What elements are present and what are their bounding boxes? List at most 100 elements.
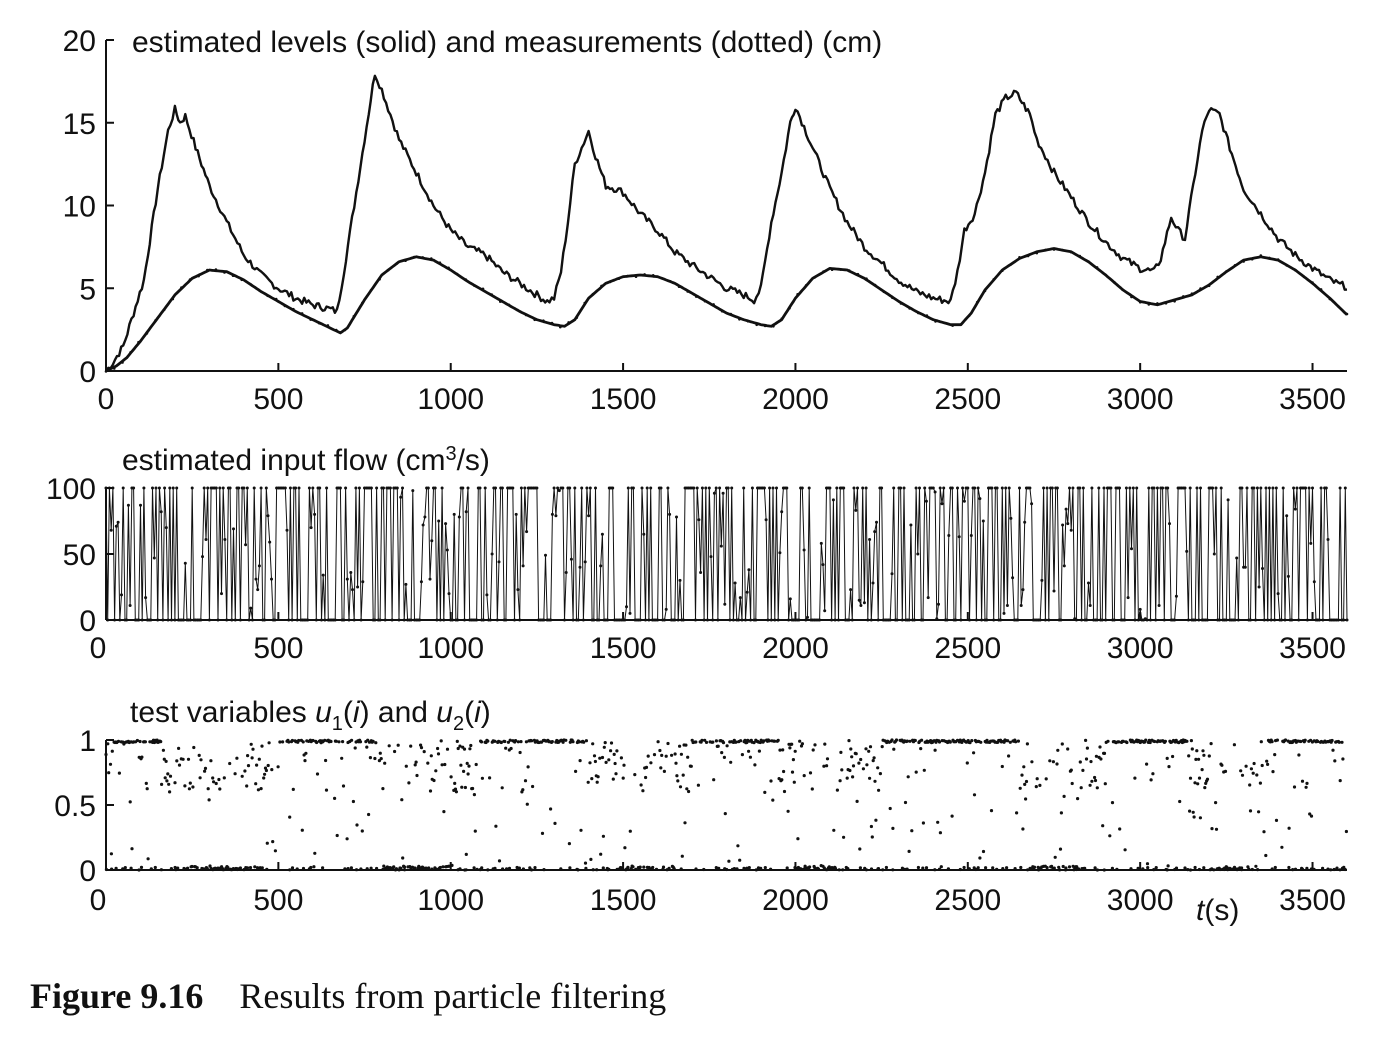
- input-flow-point: [644, 618, 647, 622]
- input-flow-point: [702, 618, 706, 622]
- test-variable-point: [205, 867, 209, 871]
- test-variable-point: [603, 741, 607, 745]
- test-variable-point: [1016, 739, 1021, 743]
- input-flow-point: [237, 486, 241, 490]
- measurement-point: [197, 274, 200, 278]
- input-flow-point: [631, 486, 635, 490]
- test-variable-point: [121, 867, 125, 871]
- test-variable-point: [199, 758, 203, 762]
- test-variable-point: [1273, 753, 1277, 757]
- test-variable-point: [1123, 848, 1127, 852]
- test-variable-point: [722, 755, 727, 760]
- input-flow-point: [206, 486, 210, 490]
- test-variable-point: [116, 739, 121, 744]
- input-flow-point: [1112, 618, 1116, 622]
- test-variable-point: [1106, 739, 1110, 743]
- input-flow-point: [1081, 486, 1085, 490]
- test-variable-point: [600, 755, 605, 760]
- test-variable-point: [1214, 801, 1218, 805]
- test-variable-point: [379, 757, 383, 761]
- test-variable-point: [890, 738, 894, 742]
- test-variable-point: [349, 866, 353, 870]
- test-variable-point: [416, 866, 420, 870]
- input-flow-point: [514, 512, 518, 516]
- measurement-point: [559, 325, 562, 329]
- test-variable-point: [577, 740, 581, 744]
- test-variable-point: [1152, 868, 1156, 872]
- input-flow-point: [780, 510, 784, 514]
- test-variable-point: [613, 761, 617, 766]
- test-variable-point: [754, 868, 758, 872]
- test-variable-point: [1309, 867, 1313, 871]
- test-variable-point: [747, 749, 751, 753]
- input-flow-point: [161, 618, 165, 622]
- measurement-point: [421, 256, 425, 259]
- test-variable-point: [767, 739, 771, 743]
- test-variable-point: [854, 752, 858, 756]
- test-variable-point: [159, 740, 163, 744]
- measurement-point: [343, 328, 347, 332]
- test-variable-point: [337, 740, 341, 744]
- input-flow-point: [980, 618, 984, 622]
- input-flow-point: [1257, 585, 1261, 589]
- test-variable-point: [568, 866, 572, 870]
- test-variable-point: [1064, 868, 1068, 872]
- test-variable-point: [262, 776, 266, 780]
- measurement-point: [274, 297, 278, 301]
- test-variable-point: [135, 738, 139, 743]
- test-variable-point: [516, 740, 520, 744]
- x-axis-label-unit: (s): [1204, 894, 1239, 927]
- test-variable-point: [144, 781, 148, 786]
- measurement-point: [430, 257, 433, 260]
- test-variable-point: [525, 802, 529, 806]
- measurement-point: [873, 283, 877, 287]
- input-flow-point: [113, 618, 117, 622]
- test-variable-point: [345, 837, 349, 841]
- test-variable-point: [260, 744, 264, 748]
- input-flow-point: [390, 618, 394, 622]
- test-variable-point: [642, 865, 646, 869]
- test-variable-point: [263, 772, 267, 776]
- input-flow-point: [149, 618, 153, 622]
- test-variable-point: [1258, 781, 1262, 785]
- measurement-point: [686, 290, 689, 293]
- input-flow-point: [426, 486, 430, 490]
- measurement-point: [643, 273, 646, 276]
- test-variable-point: [1006, 739, 1010, 743]
- test-variable-point: [725, 744, 729, 748]
- input-flow-point: [1055, 486, 1059, 490]
- test-variable-point: [1262, 830, 1266, 834]
- input-flow-point: [1068, 486, 1071, 490]
- input-flow-point: [1343, 486, 1347, 490]
- test-variable-point: [414, 760, 418, 764]
- test-variable-point: [796, 837, 800, 841]
- input-flow-point: [1276, 592, 1280, 596]
- test-variable-point: [771, 798, 775, 802]
- test-variable-point: [240, 774, 244, 778]
- test-variable-point: [138, 739, 142, 744]
- test-variable-point: [186, 757, 191, 761]
- input-flow-point: [421, 523, 425, 527]
- test-variable-point: [868, 745, 873, 749]
- test-variable-point: [991, 866, 995, 870]
- test-variable-point: [593, 759, 598, 764]
- test-variable-point: [810, 787, 814, 791]
- input-flow-point: [959, 618, 963, 622]
- measurement-point: [137, 340, 140, 344]
- measurement-point: [567, 321, 570, 324]
- test-variable-point: [460, 785, 464, 789]
- test-variable-point: [128, 800, 132, 804]
- input-flow-point: [511, 486, 515, 490]
- measurement-point: [975, 300, 979, 304]
- test-variable-point: [881, 868, 885, 872]
- measurement-point: [839, 268, 842, 271]
- measurement-point: [804, 284, 808, 287]
- input-flow-point: [1102, 486, 1106, 490]
- test-variable-point: [110, 749, 114, 753]
- test-variable-point: [1251, 771, 1255, 775]
- input-flow-point: [1211, 486, 1215, 490]
- input-flow-point: [1042, 486, 1046, 490]
- test-variable-point: [213, 866, 217, 870]
- input-flow-point: [1152, 486, 1156, 490]
- input-flow-point: [440, 486, 444, 490]
